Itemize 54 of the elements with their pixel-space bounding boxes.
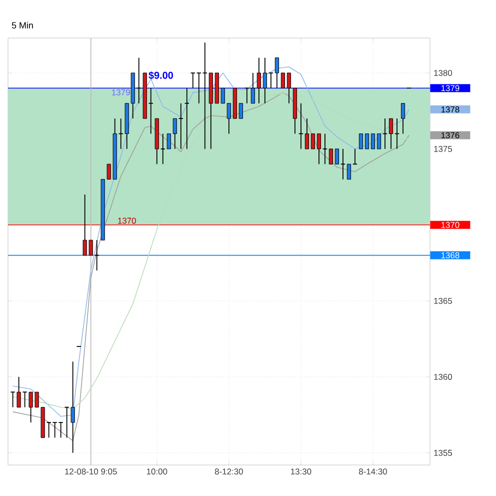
annotation: 1370 <box>118 218 136 224</box>
y-tick-label: 1375 <box>434 146 452 152</box>
x-tick-label: 8-14:30 <box>358 468 387 475</box>
candlestick <box>310 133 315 150</box>
y-tick-label: 1365 <box>434 298 452 304</box>
candlestick <box>238 102 243 119</box>
text: 1378 <box>441 106 460 112</box>
x-tick-label: 10:00 <box>146 468 168 475</box>
y-tick-label: 1355 <box>434 450 452 456</box>
candlestick <box>316 133 322 165</box>
candlestick <box>334 148 340 165</box>
candlestick <box>256 57 261 104</box>
candlestick <box>202 42 208 150</box>
candlestick <box>346 164 352 180</box>
candlestick <box>262 57 267 104</box>
x-tick-label: 12-08-10 9:05 <box>65 468 117 475</box>
candlestick <box>358 133 364 150</box>
candlestick <box>172 118 177 150</box>
candlestick <box>370 133 376 150</box>
annotation: 1379 <box>112 89 130 96</box>
candlestick <box>148 88 154 134</box>
x-tick-label: 8-12:30 <box>214 468 243 475</box>
candlestick <box>304 118 309 150</box>
candlestick <box>328 148 334 165</box>
ref-line-label: 1368 <box>441 252 460 258</box>
y-tick-label: 1380 <box>434 70 452 76</box>
candlestick <box>268 72 274 89</box>
candlestick <box>322 133 328 165</box>
candlestick <box>178 102 184 150</box>
candlestick <box>220 88 225 104</box>
text: 1376 <box>441 132 460 138</box>
candlestick <box>250 72 255 104</box>
candlestick <box>400 102 406 134</box>
candlestick <box>190 72 196 89</box>
candlestick <box>376 133 382 150</box>
candlestick <box>244 88 250 104</box>
y-tick-label: 1360 <box>434 374 452 380</box>
candlestick <box>388 118 394 150</box>
candlestick <box>166 133 171 150</box>
candlestick <box>364 133 370 150</box>
annotation: $9.00 <box>148 71 173 80</box>
x-tick-label: 13:30 <box>290 468 312 475</box>
candlestick <box>286 72 291 104</box>
candlestick <box>226 102 231 134</box>
candlestick <box>196 72 202 104</box>
candlestick <box>340 148 346 180</box>
ref-line-label: 1370 <box>441 222 460 228</box>
chart-title: 5 Min <box>12 22 33 29</box>
ref-line-label: 1379 <box>441 85 460 92</box>
candlestick <box>274 57 279 89</box>
candlestick <box>160 133 166 165</box>
candlestick <box>280 72 285 89</box>
candlestick <box>184 88 190 150</box>
candlestick <box>352 148 358 165</box>
